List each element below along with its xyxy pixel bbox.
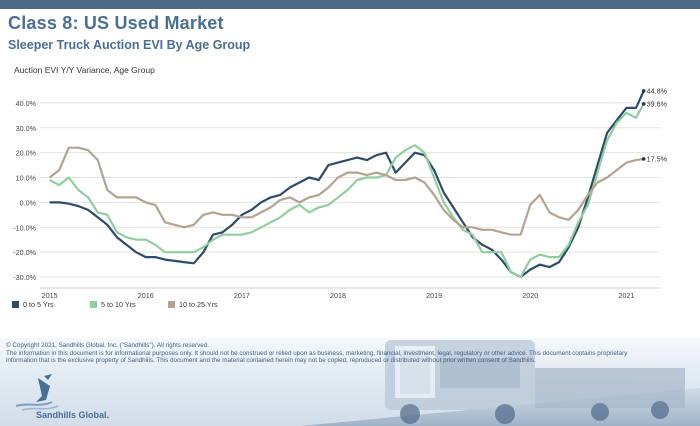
truck-image [300,340,700,426]
x-tick-label: 2018 [330,291,346,300]
legend-label: 5 to 10 Yrs [101,300,136,309]
series-line-0 [49,90,645,279]
end-marker [641,89,646,93]
x-axis: 2015 2016 2017 2018 2019 2020 2021 [42,291,635,300]
y-tick-label: 30.0% [16,124,37,133]
sandhills-logo-icon [15,374,59,411]
page-subtitle: Sleeper Truck Auction EVI By Age Group [8,38,251,52]
top-accent-bar [0,0,700,9]
copyright-text: © Copyright 2021, Sandhills Global, Inc.… [6,342,210,349]
series-line-2 [48,146,644,236]
y-tick-label: -10.0% [13,223,36,232]
page-title: Class 8: US Used Market [8,13,224,33]
series-line-1 [49,103,645,279]
disclaimer-line-1: The information in this document is for … [6,349,628,357]
footer-banner [0,338,700,426]
chart-title: Auction EVI Y/Y Variance, Age Group [14,65,155,75]
brand-name: Sandhills Global. [36,410,110,420]
legend-label: 0 to 5 Yrs [23,300,54,309]
y-tick-label: 20.0% [16,149,37,158]
y-tick-label: 40.0% [16,99,37,108]
y-tick-label: 10.0% [16,174,37,183]
x-tick-label: 2021 [618,291,634,300]
end-value-label: 39.6% [647,99,668,108]
legend-label: 10 to 25 Yrs [179,300,218,309]
y-tick-label: -20.0% [13,248,36,257]
end-marker [641,157,646,161]
disclaimer-line-2: information that is the exclusive proper… [6,357,536,365]
y-tick-label: 0.0% [20,198,37,207]
end-labels: 44.8% 39.6% 17.5% [641,86,668,163]
x-tick-label: 2015 [42,291,58,300]
end-marker [641,102,646,106]
x-tick-label: 2016 [138,291,154,300]
end-value-label: 44.8% [647,86,668,95]
legend-swatch [12,301,19,308]
series-group [48,90,645,279]
legend-swatch [168,301,175,308]
x-tick-label: 2020 [522,291,538,300]
grid-lines [40,102,660,289]
y-tick-label: -30.0% [13,273,36,282]
y-axis: -30.0% -20.0% -10.0% 0.0% 10.0% 20.0% 30.0% 40.… [13,99,36,282]
x-tick-label: 2017 [234,291,250,300]
end-value-label: 17.5% [647,154,668,163]
legal-text: © Copyright 2021, Sandhills Global, Inc.… [6,342,696,365]
chart-legend: 0 to 5 Yrs 5 to 10 Yrs 10 to 25 Yrs [12,300,218,309]
x-tick-label: 2019 [426,291,442,300]
legend-swatch [90,301,97,308]
